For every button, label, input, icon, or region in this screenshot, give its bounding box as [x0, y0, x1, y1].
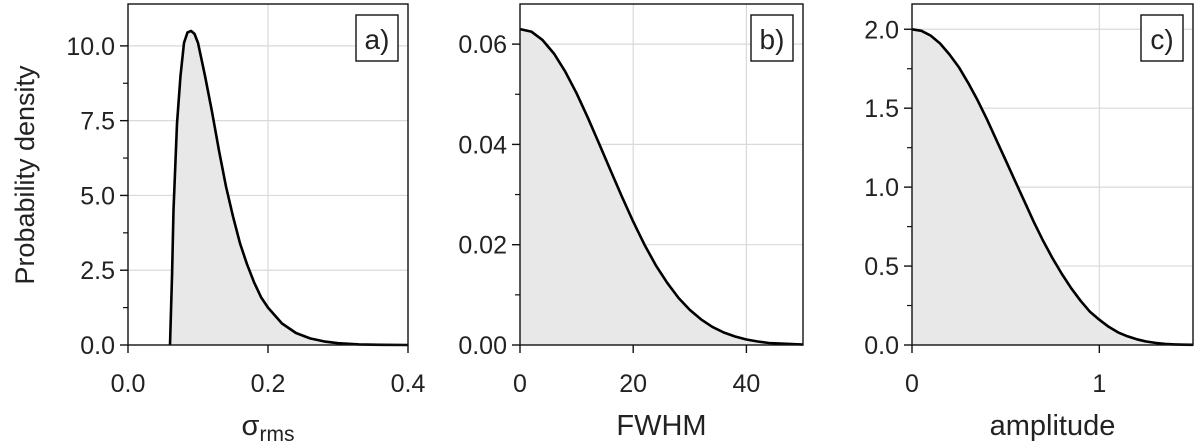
panel-a-x-axis-label-sub: rms	[259, 423, 294, 444]
panel-b-xtick-label-1: 20	[619, 370, 647, 398]
panel-b-xtick-label-2: 40	[732, 370, 760, 398]
panel-c-label-border	[1140, 14, 1184, 62]
panel-b-ticks: 0 20 40 0.00 0.02 0.04 0.06	[458, 31, 760, 398]
panel-a-xtick-label-2: 0.4	[391, 370, 426, 398]
panel-b-x-axis-label: FWHM	[616, 410, 706, 442]
panel-c-xtick-label-1: 1	[1092, 370, 1106, 398]
panel-c-ytick-label-3: 1.5	[864, 95, 899, 123]
panel-c-x-axis-label: amplitude	[990, 410, 1116, 442]
panel-b-frame	[519, 3, 804, 346]
panel-b-ytick-label-0: 0.00	[458, 332, 507, 360]
panel-c-density-area	[912, 29, 1193, 346]
panel-c-x-axis-label-main: amplitude	[990, 410, 1116, 442]
panel-a: 0.0 0.2 0.4 0.0 2.5 5.0 7.5 10.0 a) σrms	[66, 3, 425, 444]
panel-a-label-border	[355, 14, 399, 62]
panel-a-x-axis-label-main: σ	[242, 410, 260, 442]
panel-c-ytick-label-1: 0.5	[864, 253, 899, 281]
panel-a-ticks: 0.0 0.2 0.4 0.0 2.5 5.0 7.5 10.0	[66, 33, 425, 398]
panel-c-xtick-label-0: 0	[905, 370, 919, 398]
panel-a-x-axis-label: σrms	[242, 410, 295, 444]
panel-a-ytick-label-0: 0.0	[80, 332, 115, 360]
panel-b: 0 20 40 0.00 0.02 0.04 0.06 b) FWHM	[458, 3, 804, 442]
panel-c-density-curve	[911, 28, 1194, 347]
panel-a-xtick-label-1: 0.2	[251, 370, 286, 398]
panel-b-ytick-label-1: 0.02	[458, 232, 507, 260]
panel-a-density-area	[170, 30, 408, 346]
panel-b-label-border	[750, 14, 794, 62]
panel-b-ytick-label-2: 0.04	[458, 131, 507, 159]
panel-b-density-curve	[519, 27, 804, 346]
panel-a-ytick-label-4: 10.0	[66, 33, 115, 61]
panel-a-label: a)	[365, 24, 390, 55]
panel-a-ytick-label-3: 7.5	[80, 108, 115, 136]
panel-c-label: c)	[1150, 24, 1173, 55]
panel-a-density-curve	[168, 29, 409, 347]
panel-a-xtick-label-0: 0.0	[111, 370, 146, 398]
panel-a-label-box: a)	[355, 14, 399, 62]
panel-b-x-axis-label-main: FWHM	[616, 410, 706, 442]
panel-c-label-box: c)	[1140, 14, 1184, 62]
panel-c-frame	[911, 3, 1194, 346]
panel-b-label-box: b)	[750, 14, 794, 62]
panel-a-ytick-label-2: 5.0	[80, 182, 115, 210]
y-axis-label: Probability density	[10, 65, 40, 285]
panel-c-ytick-label-4: 2.0	[864, 16, 899, 44]
panel-c-ticks: 0 1 0.0 0.5 1.0 1.5 2.0	[864, 16, 1106, 398]
panel-c-ytick-label-0: 0.0	[864, 332, 899, 360]
panel-b-ytick-label-3: 0.06	[458, 31, 507, 59]
panel-b-density-area	[520, 29, 803, 345]
panel-b-label: b)	[760, 24, 785, 55]
panel-c: 0 1 0.0 0.5 1.0 1.5 2.0 c) amplitude	[864, 3, 1194, 442]
panel-b-xtick-label-0: 0	[513, 370, 527, 398]
panel-c-ytick-label-2: 1.0	[864, 174, 899, 202]
panel-a-ytick-label-1: 2.5	[80, 257, 115, 285]
